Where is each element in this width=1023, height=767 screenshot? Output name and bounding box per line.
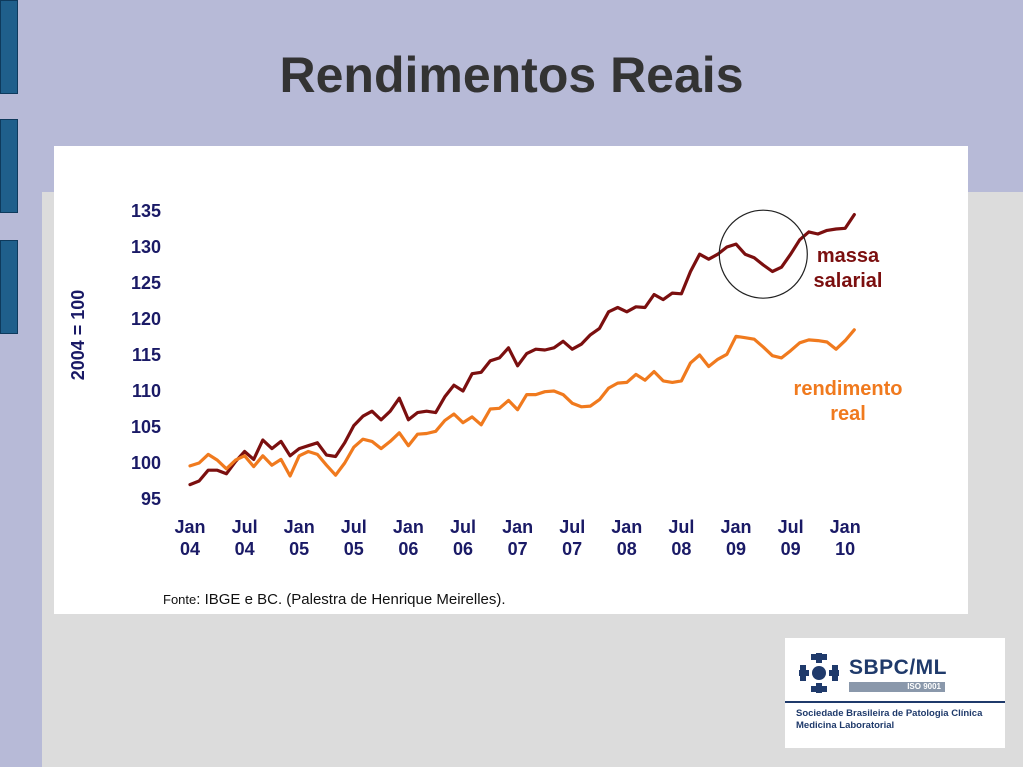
logo-divider (785, 701, 1005, 703)
sbpc-logo: SBPC/ML ISO 9001 Sociedade Brasileira de… (785, 638, 1005, 748)
source-note: Fonte: IBGE e BC. (Palestra de Henrique … (163, 591, 506, 608)
annotation-circle (718, 209, 808, 299)
side-tab-2 (0, 119, 18, 213)
y-tick-label: 95 (141, 489, 161, 509)
x-tick-label: Jul 08 (668, 517, 694, 559)
series-label-rendimento-real: rendimento real (794, 378, 903, 425)
series-label-massa-salarial: massa salarial (814, 245, 883, 292)
logo-iso-badge: ISO 9001 (849, 682, 945, 692)
logo-emblem-icon (799, 653, 839, 693)
logo-full-name: Sociedade Brasileira de Patologia Clínic… (796, 708, 983, 731)
y-tick-label: 110 (132, 381, 161, 401)
series-line-massa-salarial (188, 212, 856, 487)
side-tab-3 (0, 240, 18, 334)
y-axis-label: 2004 = 100 (68, 290, 88, 381)
x-tick-label: Jan 07 (502, 517, 533, 559)
y-tick-label: 115 (132, 345, 161, 365)
x-tick-label: Jul 09 (778, 517, 804, 559)
line-chart: 95 100 105 110 115 120 125 130 135 2004 = 100 Jan 0… (68, 201, 903, 559)
x-tick-label: Jul 06 (450, 517, 476, 559)
y-tick-label: 100 (131, 453, 161, 473)
y-tick-label: 125 (131, 273, 161, 293)
y-tick-label: 130 (131, 237, 161, 257)
x-tick-label: Jul 05 (341, 517, 367, 559)
x-tick-label: Jan 06 (393, 517, 424, 559)
y-tick-label: 135 (131, 201, 161, 221)
x-tick-label: Jan 04 (174, 517, 205, 559)
logo-acronym: SBPC/ML (849, 656, 947, 679)
x-tick-label: Jan 05 (284, 517, 315, 559)
x-tick-label: Jul 04 (232, 517, 258, 559)
x-tick-label: Jan 10 (830, 517, 861, 559)
x-tick-label: Jan 09 (720, 517, 751, 559)
x-tick-label: Jan 08 (611, 517, 642, 559)
chart-card: 95 100 105 110 115 120 125 130 135 2004 = 100 Jan 0… (54, 146, 968, 614)
source-text: : IBGE e BC. (Palestra de Henrique Meire… (196, 591, 506, 608)
series-line-rendimento-real (188, 328, 856, 478)
source-label: Fonte (163, 592, 197, 607)
y-tick-label: 120 (131, 309, 161, 329)
y-tick-label: 105 (131, 417, 161, 437)
x-tick-label: Jul 07 (559, 517, 585, 559)
slide-title: Rendimentos Reais (279, 47, 744, 103)
side-tab-1 (0, 0, 18, 94)
